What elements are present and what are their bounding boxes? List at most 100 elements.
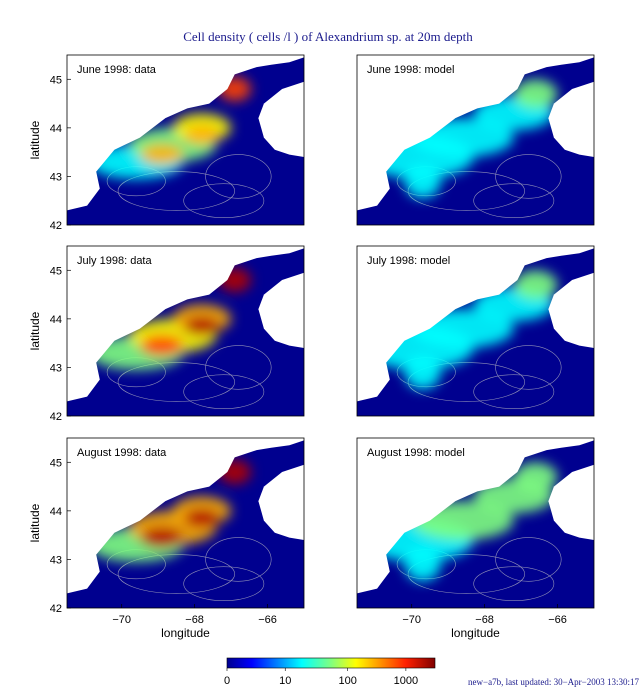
map-field xyxy=(67,438,304,608)
contour-line xyxy=(205,154,272,199)
bloom-patch xyxy=(513,462,558,492)
bloom-patch xyxy=(139,526,184,549)
panel-frame xyxy=(66,54,305,226)
bloom-field xyxy=(364,462,558,582)
panel-label: July 1998: data xyxy=(77,255,152,267)
contour-line xyxy=(205,345,272,390)
bloom-field xyxy=(88,459,252,562)
x-axis-label: longitude xyxy=(451,626,500,640)
x-axis-label: longitude xyxy=(161,626,210,640)
map-panel: June 1998: data 42 43 44 45 latitude xyxy=(28,54,305,232)
panel-label: June 1998: model xyxy=(367,64,454,76)
contour-line xyxy=(495,345,562,390)
bloom-patch xyxy=(513,270,558,300)
coastline-land xyxy=(67,55,304,211)
contour-line xyxy=(495,154,562,199)
map-field xyxy=(357,246,594,416)
colorbar-tick-label: 0 xyxy=(224,675,230,687)
panel-label: August 1998: data xyxy=(77,447,167,459)
nova-scotia-land xyxy=(548,464,594,540)
contour-line xyxy=(117,554,236,594)
x-tick-label: −68 xyxy=(475,614,494,626)
coastline-land xyxy=(357,55,594,211)
contour-line xyxy=(473,374,555,410)
bloom-patch xyxy=(183,125,221,145)
panel-frame xyxy=(356,245,595,417)
bloom-patch xyxy=(404,547,441,582)
x-tick-label: −68 xyxy=(185,614,204,626)
y-tick-label: 43 xyxy=(50,171,62,183)
bloom-field xyxy=(88,76,252,179)
panel-label: June 1998: data xyxy=(77,64,157,76)
y-tick-label: 45 xyxy=(50,74,62,86)
panel-label: August 1998: model xyxy=(367,447,465,459)
map-field xyxy=(357,55,594,225)
map-panel: July 1998: model xyxy=(356,245,595,417)
contour-line xyxy=(117,362,236,402)
footer-note: new−a7b, last updated: 30−Apr−2003 13:30… xyxy=(468,677,639,687)
x-tick-label: −70 xyxy=(112,614,131,626)
coastline-land xyxy=(357,246,594,402)
y-tick-label: 42 xyxy=(50,603,62,615)
panel-label: July 1998: model xyxy=(367,255,450,267)
y-axis-label: latitude xyxy=(28,120,42,159)
coastline-land xyxy=(357,438,594,594)
y-tick-label: 42 xyxy=(50,220,62,232)
bloom-patch xyxy=(183,508,221,528)
bloom-field xyxy=(88,267,252,370)
bloom-patch xyxy=(183,316,221,336)
map-panel: July 1998: data 42 43 44 45 latitude xyxy=(28,245,305,423)
bloom-patch xyxy=(513,79,558,109)
map-field xyxy=(67,246,304,416)
x-tick-label: −70 xyxy=(402,614,421,626)
y-tick-label: 45 xyxy=(50,265,62,277)
map-panel: August 1998: model −70 −68 −66 longitude xyxy=(356,437,595,640)
colorbar-ticks: 0 10 100 1000 xyxy=(224,668,418,687)
colorbar-tick-label: 10 xyxy=(279,675,291,687)
map-field xyxy=(67,55,304,225)
colorbar-tick-label: 1000 xyxy=(394,675,418,687)
map-field xyxy=(357,438,594,608)
nova-scotia-land xyxy=(548,272,594,348)
x-tick-label: −66 xyxy=(258,614,277,626)
bloom-patch xyxy=(404,355,441,390)
nova-scotia-land xyxy=(548,81,594,157)
map-panel: August 1998: data 42 43 44 45 latitude −70 −68 −… xyxy=(28,437,305,640)
coastline-land xyxy=(67,246,304,402)
panel-frame xyxy=(66,437,305,609)
bloom-patch xyxy=(139,334,184,357)
contour-line xyxy=(183,374,265,410)
bloom-patch xyxy=(404,164,441,199)
coastline-land xyxy=(67,438,304,594)
colorbar-tick-label: 100 xyxy=(338,675,356,687)
contour-line xyxy=(205,537,272,582)
panel-frame xyxy=(356,54,595,226)
contour-line xyxy=(473,566,555,602)
nova-scotia-land xyxy=(258,464,304,540)
x-tick-label: −66 xyxy=(548,614,567,626)
y-tick-label: 44 xyxy=(50,123,62,135)
y-tick-label: 45 xyxy=(50,457,62,469)
nova-scotia-land xyxy=(258,272,304,348)
panel-frame xyxy=(66,245,305,417)
bloom-patch xyxy=(139,143,184,166)
y-tick-label: 43 xyxy=(50,362,62,374)
map-panel: June 1998: model xyxy=(356,54,595,226)
y-tick-label: 44 xyxy=(50,314,62,326)
y-axis-label: latitude xyxy=(28,503,42,542)
nova-scotia-land xyxy=(258,81,304,157)
contour-line xyxy=(473,183,555,219)
y-tick-label: 44 xyxy=(50,506,62,518)
contour-line xyxy=(183,183,265,219)
y-tick-label: 42 xyxy=(50,411,62,423)
contour-line xyxy=(183,566,265,602)
colorbar xyxy=(226,657,436,669)
panel-frame xyxy=(356,437,595,609)
figure-title: Cell density ( cells /l ) of Alexandrium… xyxy=(183,29,473,44)
y-axis-label: latitude xyxy=(28,311,42,350)
contour-line xyxy=(117,171,236,211)
contour-line xyxy=(495,537,562,582)
y-tick-label: 43 xyxy=(50,554,62,566)
